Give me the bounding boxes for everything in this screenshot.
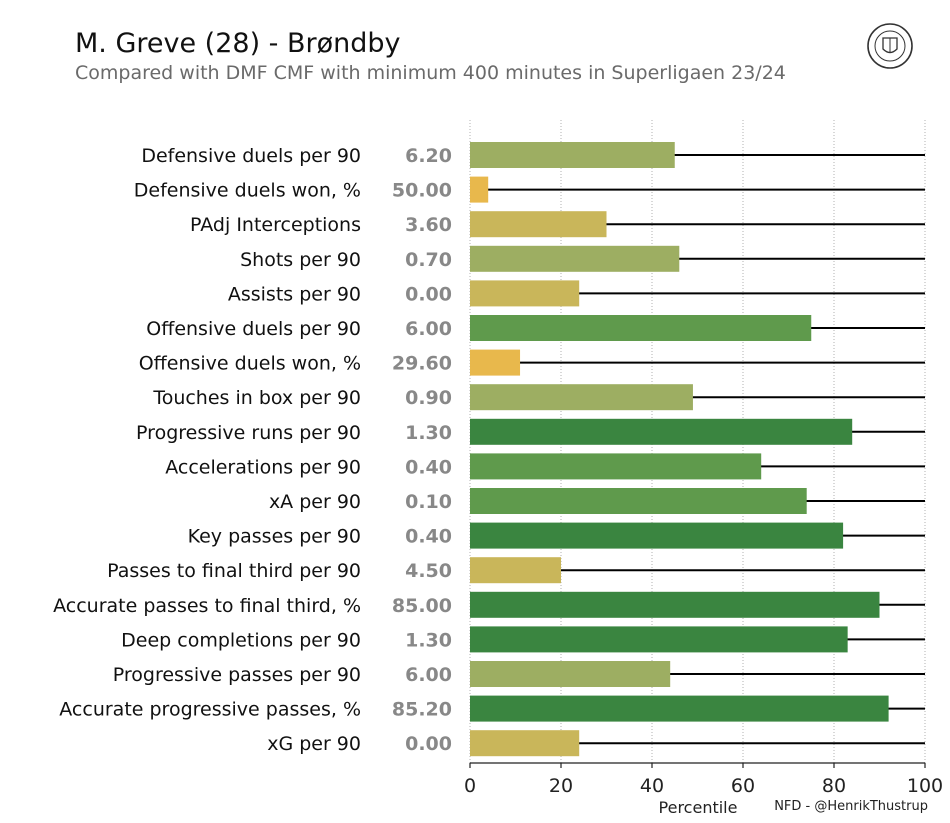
category-label: Shots per 90 xyxy=(240,249,361,271)
x-tick-label: 0 xyxy=(464,775,476,797)
category-label: Accurate progressive passes, % xyxy=(59,699,361,721)
x-tick-label: 100 xyxy=(907,775,943,797)
raw-value-label: 1.30 xyxy=(405,422,452,444)
x-axis-label: Percentile xyxy=(659,798,738,817)
x-tick-label: 80 xyxy=(822,775,846,797)
x-tick-label: 60 xyxy=(731,775,755,797)
category-label: xA per 90 xyxy=(269,491,361,513)
category-label: Accelerations per 90 xyxy=(165,456,361,478)
chart-subtitle: Compared with DMF CMF with minimum 400 m… xyxy=(75,62,786,84)
percentile-bar xyxy=(470,384,693,411)
raw-value-label: 0.10 xyxy=(405,491,452,513)
raw-value-label: 3.60 xyxy=(405,214,452,236)
percentile-bar xyxy=(470,591,880,618)
category-label: Offensive duels won, % xyxy=(139,353,361,375)
raw-value-label: 6.00 xyxy=(405,664,452,686)
raw-value-label: 0.70 xyxy=(405,249,452,271)
credit-text: NFD - @HenrikThustrup xyxy=(774,799,928,814)
raw-value-label: 6.00 xyxy=(405,318,452,340)
percentile-bar xyxy=(470,522,844,549)
category-label: Offensive duels per 90 xyxy=(146,318,361,340)
category-label: Defensive duels per 90 xyxy=(141,145,361,167)
raw-value-label: 0.40 xyxy=(405,456,452,478)
percentile-bar xyxy=(470,730,580,757)
raw-value-label: 0.90 xyxy=(405,387,452,409)
category-label: Accurate passes to final third, % xyxy=(53,595,361,617)
percentile-bar xyxy=(470,488,807,514)
percentile-bar xyxy=(470,142,675,168)
percentile-bar xyxy=(470,349,521,376)
category-label: Touches in box per 90 xyxy=(152,387,361,409)
x-tick-label: 40 xyxy=(640,775,664,797)
raw-value-label: 0.00 xyxy=(405,733,452,755)
percentile-bar xyxy=(470,315,812,341)
percentile-bar xyxy=(470,176,489,203)
raw-value-label: 50.00 xyxy=(392,180,452,202)
percentile-bar xyxy=(470,211,607,238)
x-tick-label: 20 xyxy=(549,775,573,797)
category-label: Progressive passes per 90 xyxy=(113,664,361,686)
percentile-bar xyxy=(470,280,580,307)
category-label: Deep completions per 90 xyxy=(121,629,361,651)
category-label: Progressive runs per 90 xyxy=(136,422,361,444)
category-label: Defensive duels won, % xyxy=(134,180,361,202)
category-label: xG per 90 xyxy=(267,733,361,755)
percentile-bar xyxy=(470,626,848,653)
category-label: Key passes per 90 xyxy=(188,526,361,548)
club-logo-icon xyxy=(866,22,914,70)
percentile-bar xyxy=(470,695,889,722)
category-label: Assists per 90 xyxy=(228,283,361,305)
percentile-bar xyxy=(470,661,671,687)
raw-value-label: 85.00 xyxy=(392,595,452,617)
raw-value-label: 0.00 xyxy=(405,283,452,305)
percentile-bar xyxy=(470,557,561,584)
raw-value-label: 85.20 xyxy=(392,699,452,721)
percentile-bar xyxy=(470,245,680,272)
raw-value-label: 0.40 xyxy=(405,526,452,548)
category-label: Passes to final third per 90 xyxy=(107,560,361,582)
raw-value-label: 4.50 xyxy=(405,560,452,582)
category-label: PAdj Interceptions xyxy=(190,214,361,236)
percentile-bar xyxy=(470,418,853,445)
raw-value-label: 29.60 xyxy=(392,353,452,375)
chart-title: M. Greve (28) - Brøndby xyxy=(75,28,401,59)
raw-value-label: 6.20 xyxy=(405,145,452,167)
raw-value-label: 1.30 xyxy=(405,629,452,651)
percentile-bar xyxy=(470,453,762,480)
